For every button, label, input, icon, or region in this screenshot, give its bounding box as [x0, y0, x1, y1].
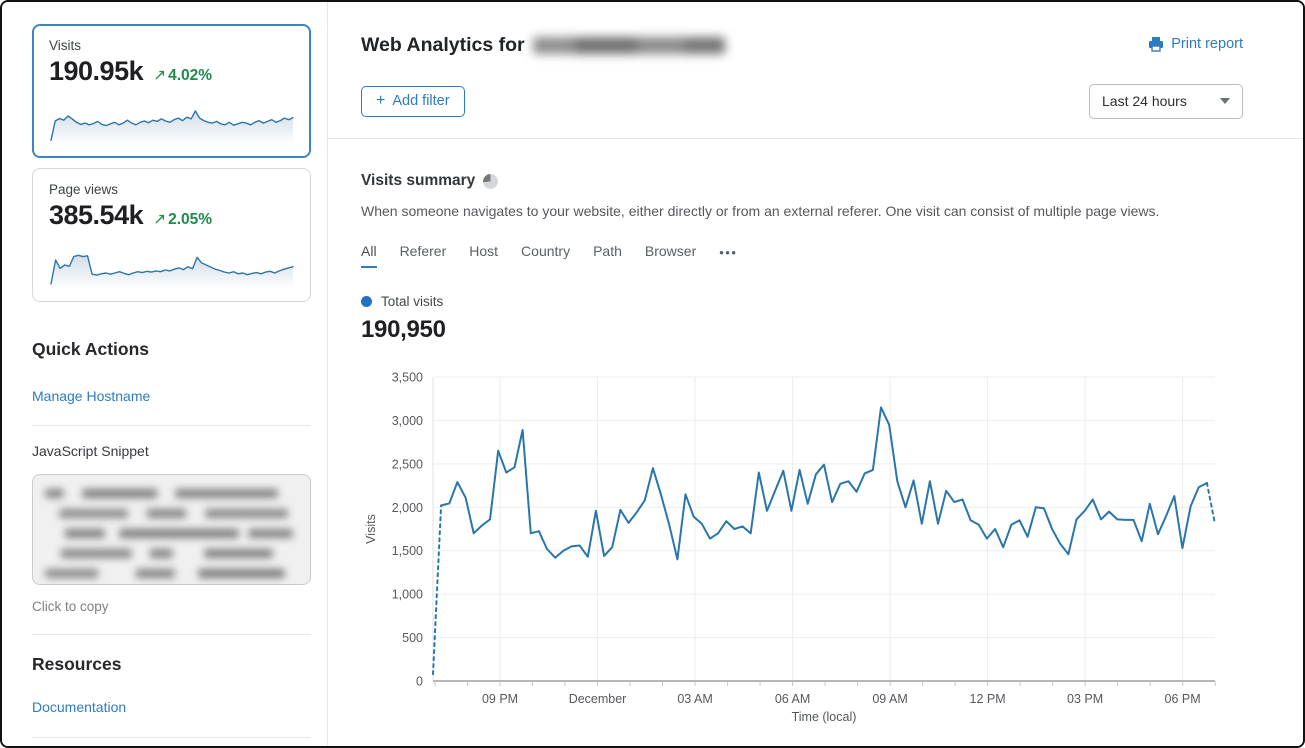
print-report-link[interactable]: Print report [1148, 36, 1243, 52]
section-title: Visits summary [361, 172, 476, 189]
svg-text:0: 0 [416, 675, 423, 689]
svg-text:06 AM: 06 AM [775, 692, 810, 706]
legend-dot-icon [361, 296, 372, 307]
blurred-code-line [45, 509, 288, 518]
blurred-code-line [45, 489, 278, 498]
svg-text:1,500: 1,500 [392, 544, 423, 558]
chevron-down-icon [1220, 98, 1230, 104]
trend-up-arrow-icon: ↗ [153, 67, 167, 84]
visits-card-label: Visits [49, 38, 82, 53]
svg-text:06 PM: 06 PM [1165, 692, 1201, 706]
visits-metric-card[interactable]: Visits 190.95k ↗ 4.02% [32, 24, 311, 158]
blurred-domain [532, 37, 725, 54]
time-range-value: Last 24 hours [1102, 93, 1187, 109]
blurred-code-line [45, 569, 286, 578]
visits-card-delta: ↗ 4.02% [153, 67, 213, 84]
svg-text:2,500: 2,500 [392, 457, 423, 471]
svg-text:December: December [569, 692, 627, 706]
visits-line-chart[interactable]: 0 500 1,000 1,500 2,000 2,500 3,000 3,500 09 PM D… [361, 364, 1229, 726]
svg-text:09 PM: 09 PM [482, 692, 518, 706]
legend-label: Total visits [381, 294, 444, 309]
sidebar: Visits 190.95k ↗ 4.02% Page views 385.54k… [2, 2, 327, 746]
pageviews-card-value: 385.54k [49, 200, 144, 230]
tab-browser[interactable]: Browser [644, 243, 697, 259]
time-range-select[interactable]: Last 24 hours [1089, 84, 1243, 119]
click-to-copy-hint: Click to copy [32, 599, 109, 614]
tabs-more-button[interactable]: ••• [719, 244, 738, 260]
add-filter-button[interactable]: + Add filter [361, 86, 465, 117]
page-title: Web Analytics for [361, 34, 725, 57]
svg-text:500: 500 [402, 631, 423, 645]
blurred-code-line [45, 529, 293, 538]
documentation-link[interactable]: Documentation [32, 699, 127, 715]
svg-text:03 AM: 03 AM [677, 692, 712, 706]
svg-text:Visits: Visits [364, 514, 378, 544]
trend-up-arrow-icon: ↗ [153, 211, 167, 228]
pageviews-sparkline [50, 254, 294, 289]
visits-summary-section: Visits summary When someone navigates to… [328, 139, 1303, 726]
javascript-snippet-label: JavaScript Snippet [32, 443, 149, 459]
resources-heading: Resources [32, 654, 122, 674]
divider [32, 425, 311, 426]
tab-all[interactable]: All [361, 243, 377, 268]
visits-sparkline [50, 110, 294, 145]
section-description: When someone navigates to your website, … [361, 203, 1160, 219]
divider [32, 737, 311, 738]
pageviews-metric-card[interactable]: Page views 385.54k ↗ 2.05% [32, 168, 311, 302]
main-header: Web Analytics for Print report + Add fil… [328, 2, 1303, 138]
printer-icon [1149, 37, 1164, 52]
svg-text:3,000: 3,000 [392, 414, 423, 428]
summary-tabs: All Referer Host Country Path Browser ••• [361, 243, 1263, 268]
total-visits-value: 190,950 [361, 316, 446, 343]
divider [32, 634, 311, 635]
svg-text:Time (local): Time (local) [792, 710, 857, 724]
pageviews-card-label: Page views [49, 182, 119, 197]
svg-text:09 AM: 09 AM [872, 692, 907, 706]
quick-actions-heading: Quick Actions [32, 339, 150, 359]
svg-text:03 PM: 03 PM [1067, 692, 1103, 706]
svg-text:12 PM: 12 PM [970, 692, 1006, 706]
svg-text:3,500: 3,500 [392, 371, 423, 385]
pageviews-card-delta: ↗ 2.05% [153, 211, 213, 228]
chart-legend: Total visits [361, 294, 1263, 309]
tab-referer[interactable]: Referer [399, 243, 447, 259]
svg-text:1,000: 1,000 [392, 588, 423, 602]
javascript-snippet-box[interactable] [32, 474, 311, 585]
visits-card-value: 190.95k [49, 56, 144, 86]
main-panel: Web Analytics for Print report + Add fil… [327, 2, 1303, 746]
pie-help-icon[interactable] [483, 173, 499, 189]
tab-country[interactable]: Country [521, 243, 571, 259]
plus-icon: + [376, 92, 386, 109]
blurred-code-line [45, 549, 273, 558]
svg-text:2,000: 2,000 [392, 501, 423, 515]
tab-path[interactable]: Path [593, 243, 622, 259]
manage-hostname-link[interactable]: Manage Hostname [32, 388, 151, 404]
divider [328, 138, 1303, 139]
tab-host[interactable]: Host [469, 243, 499, 259]
